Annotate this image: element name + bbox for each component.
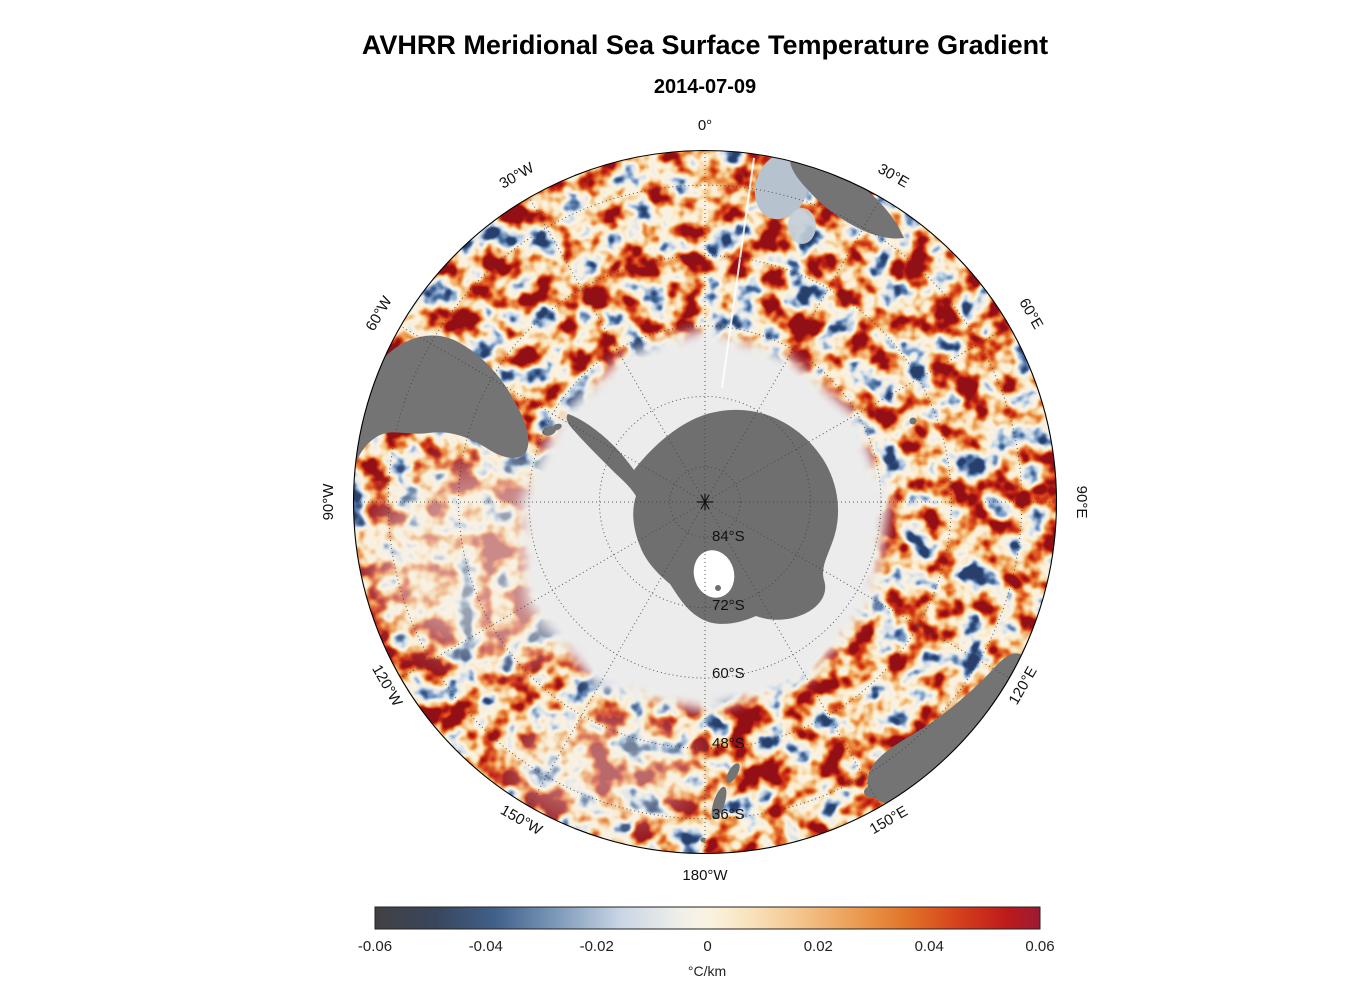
figure-title: AVHRR Meridional Sea Surface Temperature… — [361, 30, 1049, 60]
land-new-zealand — [700, 763, 740, 843]
latitude-labels: 84°S 72°S 60°S 48°S 36°S — [712, 528, 745, 823]
lat-label-60s: 60°S — [712, 665, 745, 682]
lon-label-90w: 90°W — [320, 483, 337, 521]
parallel-72s — [598, 395, 812, 609]
figure-date: 2014-07-09 — [653, 76, 757, 98]
lat-label-48s: 48°S — [712, 735, 745, 752]
colorbar-ticks: -0.06 -0.04 -0.02 0 0.02 0.04 0.06 — [358, 938, 1055, 955]
colorbar-gradient — [374, 906, 1041, 930]
graticule — [353, 150, 1057, 854]
land-tasmania — [864, 786, 880, 798]
cbar-tick-2: -0.02 — [580, 938, 614, 955]
parallel-84s — [669, 466, 741, 538]
map-border — [352, 149, 1058, 855]
lon-label-30w: 30°W — [497, 159, 538, 193]
land-africa — [754, 152, 904, 244]
lon-label-0: 0° — [698, 117, 712, 134]
colorbar-unit-label: °C/km — [688, 963, 726, 979]
land-antarctica — [566, 409, 839, 624]
lon-label-60w: 60°W — [363, 293, 397, 334]
land-australia — [864, 653, 1024, 805]
no-data-patch-small — [788, 208, 816, 244]
cbar-tick-1: -0.04 — [469, 938, 503, 955]
lon-label-180w: 180°W — [682, 867, 728, 884]
pole-marker — [697, 494, 713, 510]
cbar-tick-4: 0.02 — [804, 938, 833, 955]
cbar-tick-6: 0.06 — [1025, 938, 1054, 955]
cbar-tick-3: 0 — [703, 938, 711, 955]
lon-label-30e: 30°E — [875, 160, 912, 191]
cbar-tick-5: 0.04 — [915, 938, 944, 955]
cbar-tick-0: -0.06 — [358, 938, 392, 955]
lat-label-72s: 72°S — [712, 597, 745, 614]
data-seam-line — [721, 157, 755, 389]
lon-label-90e: 90°E — [1073, 486, 1090, 519]
land-south-georgia — [552, 423, 562, 431]
land-kerguelen — [909, 417, 917, 425]
ross-ice-shelf — [693, 550, 735, 598]
colorbar: -0.06 -0.04 -0.02 0 0.02 0.04 0.06 °C/km — [358, 906, 1055, 979]
lon-label-60e: 60°E — [1015, 295, 1046, 332]
lat-label-84s: 84°S — [712, 528, 745, 545]
lat-label-36s: 36°S — [712, 806, 745, 823]
parallel-48s — [458, 255, 952, 749]
land-south-america — [353, 335, 562, 472]
ross-island — [715, 585, 721, 591]
